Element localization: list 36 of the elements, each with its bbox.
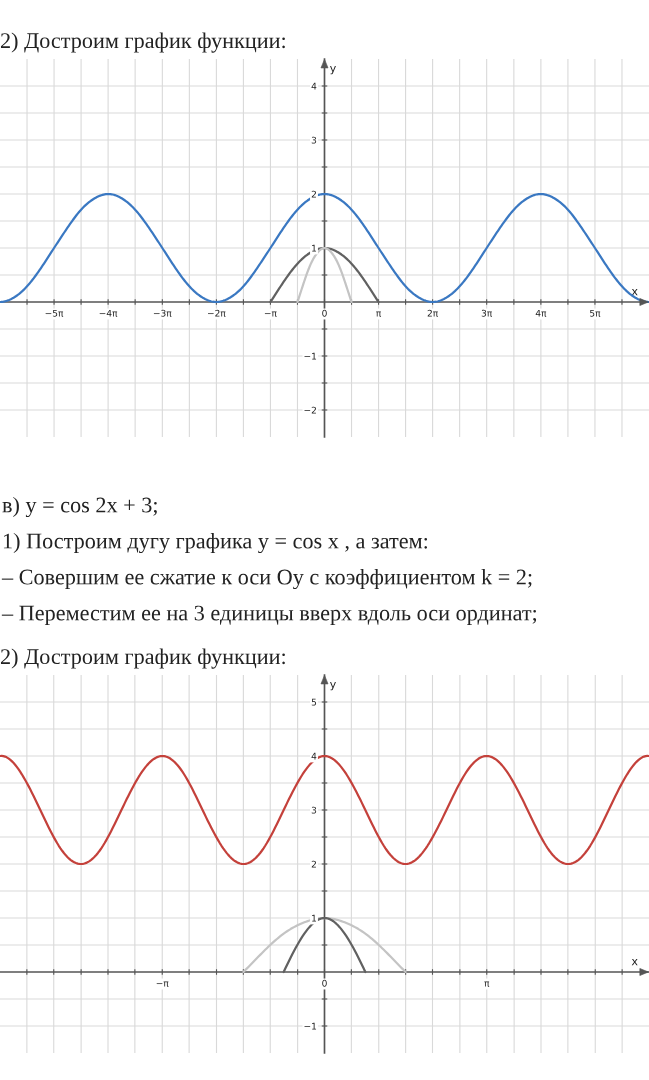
chart-title: 2) Достроим график функции: — [0, 648, 285, 669]
x-tick-label: 4π — [535, 309, 547, 317]
y-tick-label: −2 — [304, 406, 316, 414]
y-tick-label: −1 — [304, 352, 317, 360]
x-tick-label: −3π — [153, 309, 172, 317]
y-tick-label: 5 — [311, 698, 317, 706]
x-tick-label: 5π — [590, 309, 601, 317]
text: в) y = cos 2x + 3; — [2, 496, 157, 518]
y-tick-label: 4 — [311, 82, 317, 90]
y-tick-label: 3 — [311, 136, 317, 144]
x-tick-label: 3π — [481, 309, 492, 317]
y-tick-label: −1 — [304, 1022, 317, 1030]
text: – Совершим ее сжатие к оси Oy с коэффициентом k = 2; — [1, 568, 532, 590]
y-tick-label: 1 — [312, 914, 317, 922]
x-tick-label: 0 — [322, 309, 327, 317]
x-axis-title: x — [631, 289, 638, 296]
y-tick-label: 4 — [311, 752, 317, 760]
x-tick-label: 0 — [322, 979, 327, 987]
x-tick-label: −π — [156, 981, 169, 987]
x-axis-title: x — [631, 959, 638, 966]
x-tick-label: 2π — [427, 309, 438, 317]
x-tick-label: π — [484, 981, 490, 987]
x-tick-label: −4π — [99, 309, 118, 317]
y-tick-label: 2 — [311, 860, 316, 868]
y-axis-title: y — [330, 65, 336, 75]
y-axis-title: y — [330, 681, 336, 691]
x-tick-label: −2π — [207, 309, 226, 317]
text: 1) Построим дугу графика y = cos x , а затем: — [3, 532, 428, 554]
chart-title: 2) Достроим график функции: — [0, 32, 285, 53]
text: – Переместим ее на 3 единицы вверх вдоль оси ординат; — [1, 605, 537, 626]
x-tick-label: −π — [264, 311, 277, 317]
x-tick-label: −5π — [45, 309, 64, 317]
x-tick-label: π — [376, 311, 382, 317]
y-tick-label: 2 — [311, 190, 316, 198]
y-tick-label: 3 — [311, 806, 317, 814]
y-tick-label: 1 — [312, 244, 317, 252]
